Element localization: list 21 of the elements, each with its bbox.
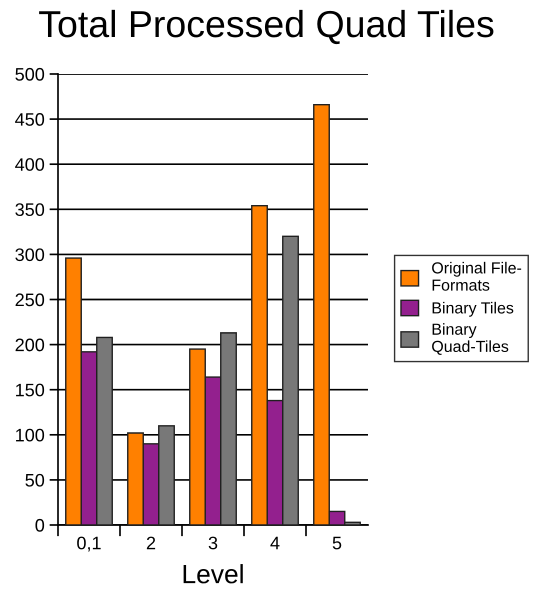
legend-label: Binary Tiles [432,302,514,317]
x-tick-label: 2 [146,536,156,550]
y-tick-label: 200 [16,338,44,352]
y-tick-label: 0 [35,518,44,532]
y-tick-label: 150 [16,384,44,396]
legend-label: Original File- Formats [432,262,522,291]
x-tick-label: 4 [270,536,280,550]
y-tick-label: 350 [15,203,44,216]
y-tick-label: 450 [15,113,44,126]
legend-label: Binary Quad-Tiles [432,323,508,355]
y-tick-label: 500 [15,68,44,81]
y-tick-label: 400 [15,158,44,171]
x-tick-label: 0,1 [77,536,101,552]
x-tick-label: 3 [208,536,218,550]
y-tick-label: 50 [25,474,44,487]
x-axis-title: Level [184,564,243,584]
x-tick-label: 5 [332,536,342,550]
chart-title: Total Processed Quad Tiles [39,10,494,44]
y-tick-label: 250 [16,293,44,306]
y-tick-label: 100 [16,428,44,442]
y-tick-label: 300 [15,248,44,262]
